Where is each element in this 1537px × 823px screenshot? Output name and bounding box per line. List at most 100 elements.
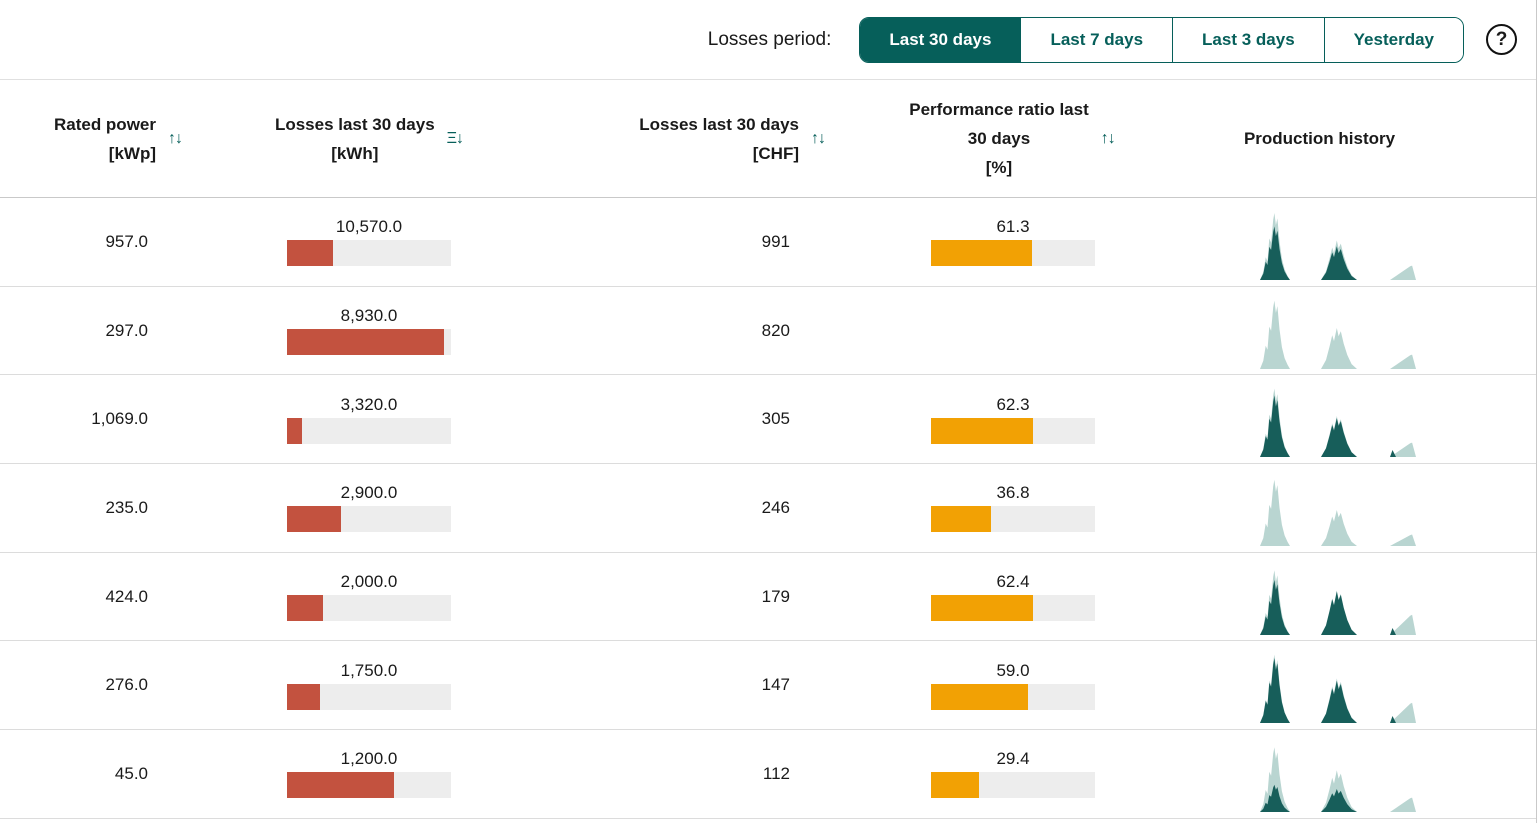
losses-chf-value: 246 xyxy=(761,497,790,517)
losses-chf-value: 820 xyxy=(761,320,790,340)
sort-toggle-icon[interactable]: ↑↓ xyxy=(1100,130,1116,147)
performance-ratio-cell: 36.8 xyxy=(830,483,1160,533)
losses-kwh-value: 1,200.0 xyxy=(340,749,398,769)
help-icon[interactable]: ? xyxy=(1486,24,1517,55)
losses-kwh-cell: 3,320.0 xyxy=(200,395,500,444)
rated-power-value: 1,069.0 xyxy=(91,409,148,429)
production-history-cell[interactable] xyxy=(1160,202,1536,282)
column-header-losses-chf-label: Losses last 30 days xyxy=(639,114,799,134)
performance-ratio-bar-track xyxy=(931,506,1095,533)
production-history-sparkline xyxy=(1260,747,1416,812)
losses-chf-value: 305 xyxy=(761,409,790,429)
performance-ratio-bar-track xyxy=(931,683,1095,710)
losses-kwh-bar-fill xyxy=(287,329,445,356)
column-header-rated-power-unit: [kWp] xyxy=(108,143,156,163)
production-history-cell[interactable] xyxy=(1160,291,1536,371)
production-history-cell[interactable] xyxy=(1160,379,1536,459)
performance-ratio-bar-track xyxy=(931,240,1095,267)
losses-period-button-last-7-days[interactable]: Last 7 days xyxy=(1020,17,1173,62)
losses-kwh-value: 1,750.0 xyxy=(340,660,398,680)
production-history-cell[interactable] xyxy=(1160,557,1536,637)
column-header-losses-kwh-label: Losses last 30 days xyxy=(274,114,435,134)
performance-ratio-bar-fill xyxy=(931,595,1034,622)
column-header-production-history-label: Production history xyxy=(1243,129,1396,148)
column-header-losses-chf: Losses last 30 days [CHF] ↑↓ xyxy=(500,110,830,168)
losses-kwh-cell: 2,900.0 xyxy=(200,483,500,533)
losses-kwh-bar-track xyxy=(287,595,451,622)
losses-kwh-cell: 1,750.0 xyxy=(200,661,500,710)
losses-kwh-bar-fill xyxy=(287,240,333,267)
production-history-sparkline xyxy=(1260,654,1416,724)
column-header-rated-power-label: Rated power xyxy=(53,114,156,134)
production-history-cell[interactable] xyxy=(1160,645,1536,725)
losses-kwh-cell: 2,000.0 xyxy=(200,572,500,622)
production-history-cell[interactable] xyxy=(1160,468,1536,548)
losses-kwh-cell: 1,200.0 xyxy=(200,749,500,799)
production-history-sparkline xyxy=(1260,212,1416,280)
losses-kwh-bar-fill xyxy=(287,417,302,444)
performance-ratio-bar-fill xyxy=(931,772,980,799)
production-history-cell[interactable] xyxy=(1160,734,1536,814)
losses-period-button-last-3-days[interactable]: Last 3 days xyxy=(1172,17,1324,62)
performance-ratio-cell: 59.0 xyxy=(830,661,1160,710)
losses-kwh-bar-track xyxy=(287,506,451,533)
losses-kwh-bar-track xyxy=(287,417,451,444)
losses-kwh-value: 2,900.0 xyxy=(340,483,398,503)
sort-toggle-icon[interactable]: ↑↓ xyxy=(811,130,826,147)
losses-chf-value: 112 xyxy=(762,763,790,783)
sort-toggle-icon[interactable]: ↑↓ xyxy=(168,130,183,147)
performance-ratio-bar-track xyxy=(931,595,1095,622)
production-history-sparkline xyxy=(1260,569,1416,635)
column-header-losses-chf-unit: [CHF] xyxy=(752,143,799,163)
performance-ratio-cell: 61.3 xyxy=(830,217,1160,267)
losses-kwh-bar-fill xyxy=(287,506,342,533)
losses-period-button-group: Last 30 days Last 7 days Last 3 days Yes… xyxy=(859,16,1464,63)
performance-ratio-cell: 62.4 xyxy=(830,572,1160,622)
losses-kwh-cell: 10,570.0 xyxy=(200,217,500,267)
column-header-losses-kwh-unit: [kWh] xyxy=(331,143,379,163)
losses-kwh-value: 3,320.0 xyxy=(340,394,398,414)
column-header-performance-ratio-label-1: Performance ratio last xyxy=(909,100,1089,119)
performance-ratio-bar-fill xyxy=(931,683,1028,710)
performance-ratio-cell: 29.4 xyxy=(830,749,1160,799)
performance-ratio-bar-fill xyxy=(931,417,1034,444)
losses-kwh-bar-track xyxy=(287,240,451,267)
losses-kwh-bar-fill xyxy=(287,595,324,622)
losses-chf-value: 991 xyxy=(761,231,790,251)
losses-kwh-bar-fill xyxy=(287,683,320,710)
losses-kwh-value: 8,930.0 xyxy=(340,306,398,326)
table-row: 235.0 2,900.0 246 36.8 xyxy=(0,464,1536,553)
table-row: 1,069.0 3,320.0 305 62.3 xyxy=(0,375,1536,465)
losses-period-button-yesterday[interactable]: Yesterday xyxy=(1323,17,1463,62)
performance-ratio-bar-fill xyxy=(931,240,1032,267)
performance-ratio-cell xyxy=(830,316,1160,345)
column-header-performance-ratio-label-2: 30 days xyxy=(967,129,1031,148)
performance-ratio-bar-fill xyxy=(931,506,992,533)
losses-kwh-bar-track xyxy=(287,329,451,356)
losses-period-button-last-30-days[interactable]: Last 30 days xyxy=(860,17,1021,62)
rated-power-value: 45.0 xyxy=(114,763,148,783)
column-header-performance-ratio: Performance ratio last 30 days [%] ↑↓ xyxy=(830,95,1160,182)
table-header-row: Rated power [kWp] ↑↓ Losses last 30 days… xyxy=(0,80,1536,198)
performance-ratio-cell: 62.3 xyxy=(830,395,1160,444)
production-history-sparkline xyxy=(1260,388,1416,458)
losses-kwh-bar-fill xyxy=(287,772,394,799)
rated-power-value: 957.0 xyxy=(105,231,148,251)
column-header-production-history: Production history xyxy=(1160,124,1536,153)
production-history-sparkline xyxy=(1260,300,1416,369)
rated-power-value: 424.0 xyxy=(105,586,148,606)
losses-kwh-value: 2,000.0 xyxy=(340,572,398,592)
sort-descending-icon[interactable]: Ξ↓ xyxy=(446,130,464,147)
performance-ratio-bar-track xyxy=(931,772,1095,799)
performance-ratio-bar-track xyxy=(931,417,1095,444)
losses-chf-value: 147 xyxy=(761,675,790,695)
column-header-losses-kwh: Losses last 30 days [kWh] Ξ↓ xyxy=(200,110,500,168)
rated-power-value: 235.0 xyxy=(105,497,148,517)
losses-kwh-bar-track xyxy=(287,683,451,710)
table-row: 957.0 10,570.0 991 61.3 xyxy=(0,198,1536,287)
table-row: 276.0 1,750.0 147 59.0 xyxy=(0,641,1536,731)
losses-kwh-value: 10,570.0 xyxy=(335,217,403,237)
rated-power-value: 297.0 xyxy=(105,320,148,340)
column-header-performance-ratio-unit: [%] xyxy=(985,158,1013,177)
